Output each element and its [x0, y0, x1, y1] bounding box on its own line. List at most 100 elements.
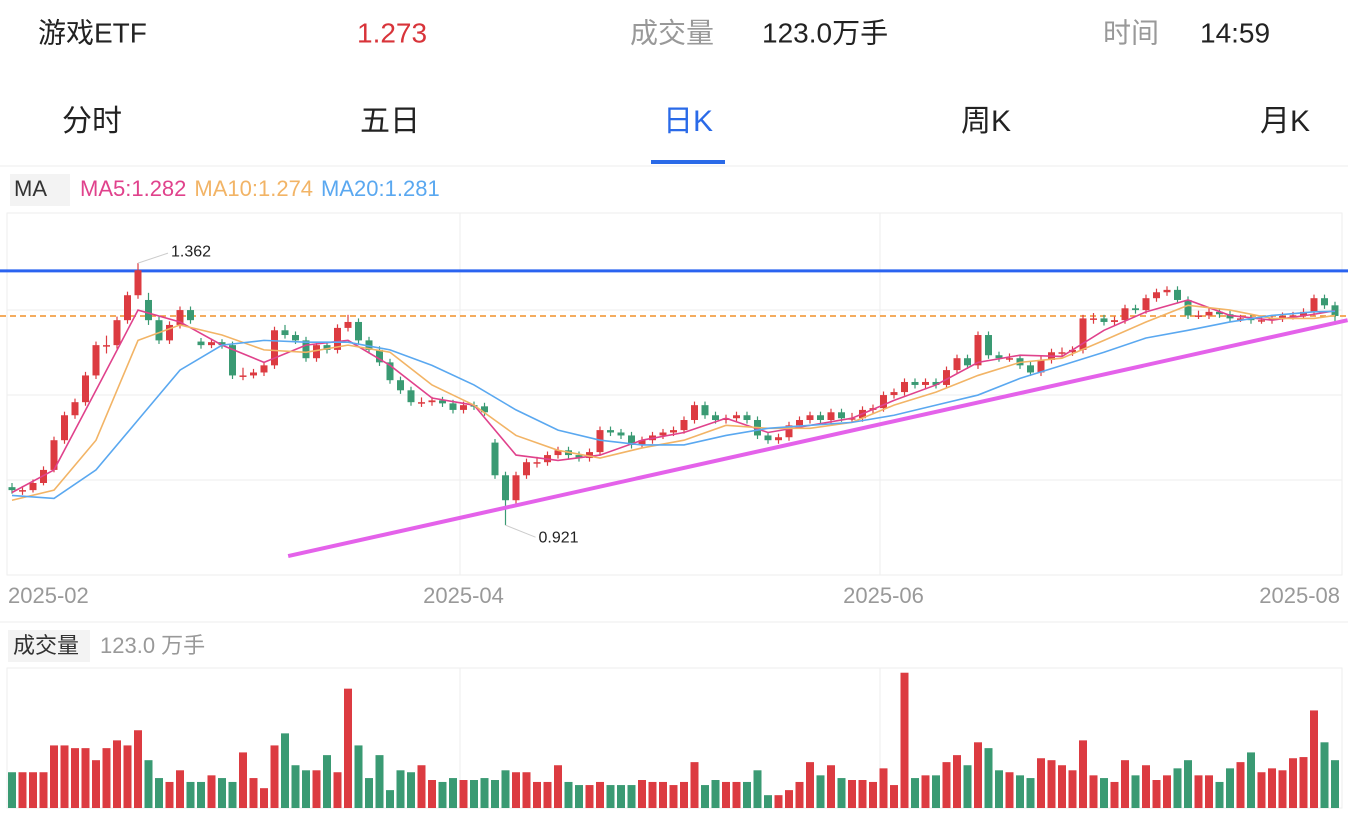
candle-body — [502, 475, 509, 501]
volume-legend: 成交量 — [13, 633, 79, 658]
candle-body — [512, 475, 520, 501]
volume-bar — [1320, 742, 1329, 808]
tab[interactable]: 日K — [663, 105, 713, 138]
candle-body — [113, 320, 121, 346]
volume-bar — [302, 770, 310, 808]
candle-body — [1279, 316, 1286, 319]
max-label: 1.362 — [171, 243, 211, 260]
candle-body — [806, 415, 814, 421]
volume: 123.0万手 — [762, 17, 888, 48]
candle-body — [1289, 315, 1297, 317]
volume-bar — [764, 795, 772, 808]
candle-body — [1226, 314, 1234, 319]
volume-bar — [333, 772, 342, 808]
candle-body — [1121, 308, 1129, 321]
candle-body — [974, 335, 982, 366]
candle-body — [523, 462, 530, 476]
candle-body — [796, 420, 803, 426]
volume-bar — [1100, 778, 1108, 808]
volume-bar — [596, 781, 604, 808]
volume-bar — [774, 795, 783, 808]
volume-bar — [1037, 758, 1045, 808]
tab[interactable]: 周K — [961, 105, 1011, 138]
candle-body — [407, 390, 415, 403]
volume-bar — [113, 740, 121, 808]
volume-bar — [1184, 760, 1192, 808]
volume-bar — [480, 778, 489, 808]
volume-bar — [1268, 768, 1276, 808]
candle-body — [1321, 298, 1328, 306]
candle-body — [1237, 318, 1244, 320]
volume-bar — [627, 785, 636, 808]
candle-body — [932, 381, 940, 385]
volume-bar — [1205, 775, 1213, 808]
volume-bar — [512, 772, 520, 808]
legend-entry: MA20:1.281 — [321, 176, 440, 201]
volume-bar — [155, 778, 163, 808]
candle-body — [1142, 298, 1150, 311]
candle-body — [8, 487, 16, 491]
time: 14:59 — [1200, 17, 1270, 48]
volume-bar — [186, 781, 195, 808]
candle-body — [1111, 320, 1118, 322]
volume-bar — [753, 770, 762, 808]
volume-bar — [386, 790, 394, 808]
candle-body — [817, 415, 824, 421]
candle-body — [187, 310, 194, 321]
candle-body — [1058, 352, 1066, 354]
volume-bar — [459, 780, 468, 808]
candle-body — [229, 345, 236, 376]
tab[interactable]: 月K — [1260, 105, 1310, 138]
candle-body — [1195, 315, 1202, 317]
volume-bar — [848, 780, 856, 808]
candle-body — [1027, 365, 1034, 373]
volume-bar — [617, 785, 625, 808]
volume-bar — [102, 748, 111, 808]
volume-bar — [1331, 760, 1339, 808]
candle-body — [617, 432, 625, 436]
volume-bar — [1236, 762, 1245, 808]
indicator-box — [10, 174, 70, 206]
candle-body — [827, 412, 835, 421]
candle-body — [628, 435, 635, 445]
volume-bar — [407, 772, 415, 808]
volume-bar — [1289, 758, 1297, 808]
volume-bar — [18, 772, 27, 808]
candle-body — [250, 372, 257, 376]
candle-body — [943, 370, 950, 385]
volume-bar — [60, 745, 69, 808]
tab[interactable]: 五日 — [360, 105, 420, 138]
volume-bar — [533, 781, 541, 808]
tab[interactable]: 分时 — [62, 105, 122, 138]
candle-body — [890, 392, 898, 396]
candle-body — [323, 345, 331, 350]
candle-body — [1205, 311, 1213, 316]
volume-bar — [690, 762, 699, 808]
candle-body — [1163, 289, 1171, 293]
legend-entry: MA5:1.282 — [80, 176, 186, 201]
volume-bar — [8, 772, 16, 808]
candle-body — [218, 342, 226, 346]
volume-bar — [743, 781, 751, 808]
candle-body — [155, 320, 163, 341]
volume-bar — [396, 770, 405, 808]
candle-body — [1258, 320, 1265, 322]
volume-bar — [92, 760, 100, 808]
volume-bar — [417, 765, 426, 808]
volume-bar — [323, 755, 331, 808]
volume-bar — [984, 748, 993, 808]
candle-body — [1100, 318, 1108, 322]
volume-bar — [144, 760, 153, 808]
candle-body — [880, 395, 887, 409]
candle-body — [344, 321, 352, 328]
candle-body — [197, 341, 205, 346]
volume-bar — [575, 785, 583, 808]
candle-body — [166, 324, 173, 341]
volume-bar — [270, 745, 279, 808]
leader-line — [505, 524, 536, 538]
volume-bar — [1163, 775, 1171, 808]
candle-body — [775, 437, 782, 441]
candle-body — [313, 345, 320, 359]
x-tick-label: 2025-08 — [1259, 583, 1340, 608]
